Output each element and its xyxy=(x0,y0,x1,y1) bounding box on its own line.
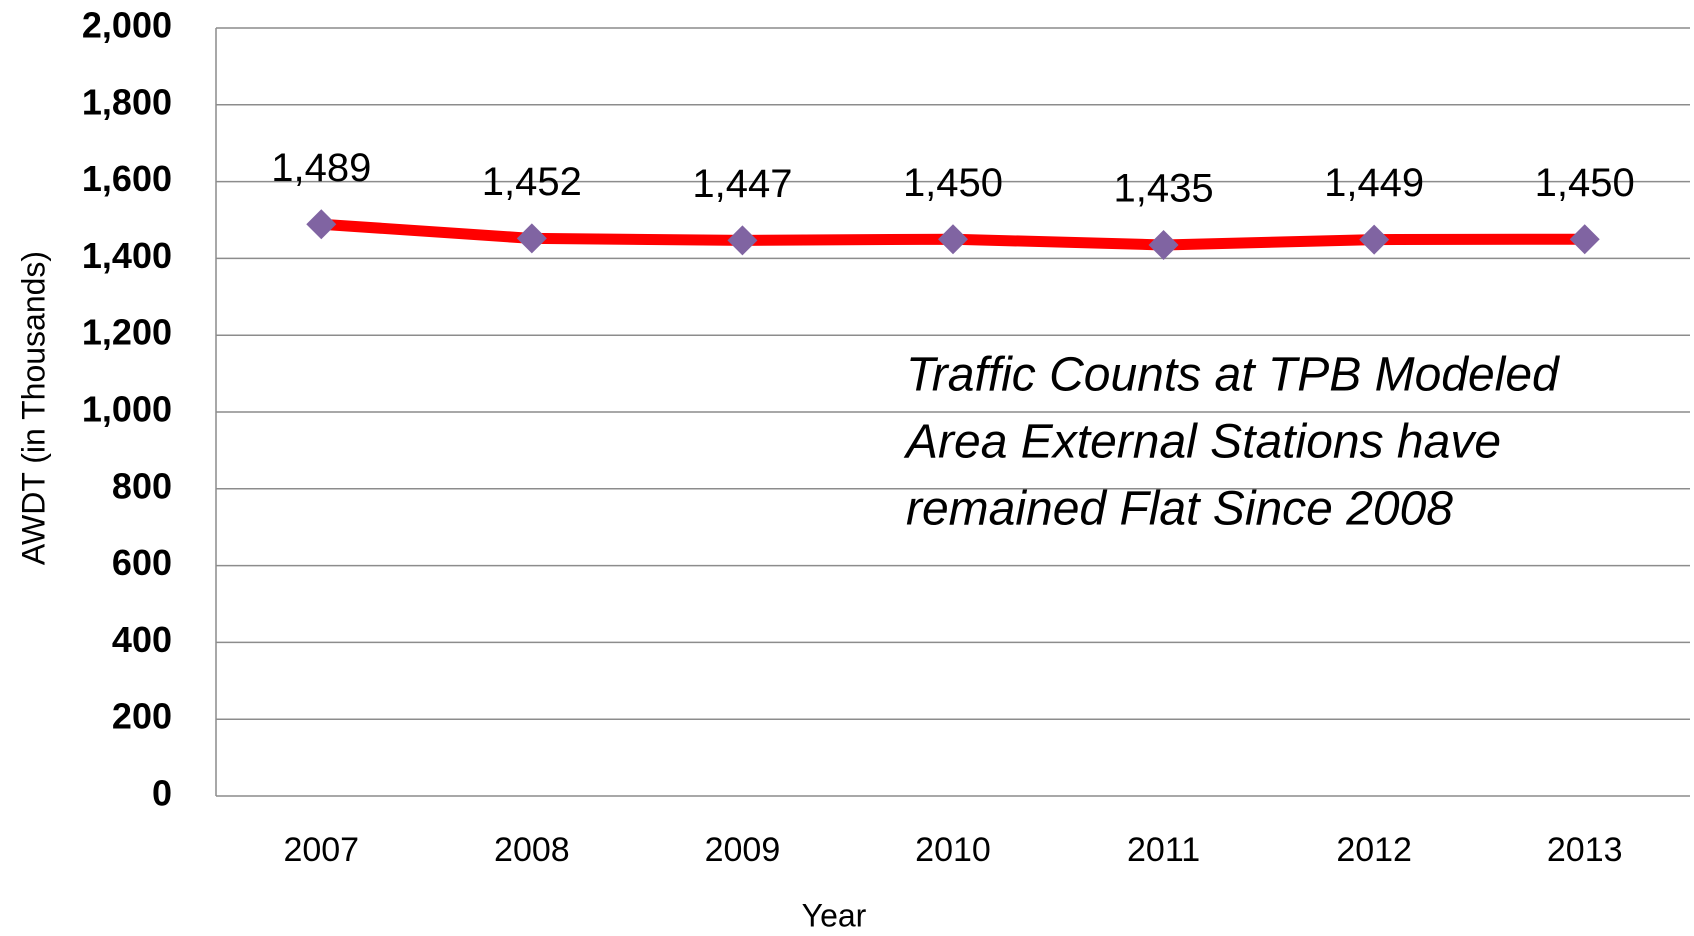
x-tick-label: 2009 xyxy=(705,831,781,869)
x-tick-label: 2010 xyxy=(915,831,991,869)
annotation: Area External Stations have xyxy=(903,416,1501,469)
data-label: 1,489 xyxy=(271,146,371,190)
y-tick-label: 800 xyxy=(112,465,172,506)
marker xyxy=(1148,229,1179,260)
x-axis-title: Year xyxy=(802,897,867,933)
data-label: 1,447 xyxy=(692,162,792,206)
x-tick-label: 2007 xyxy=(283,831,359,869)
x-tick-label: 2012 xyxy=(1336,831,1412,869)
marker xyxy=(516,223,547,254)
y-tick-label: 200 xyxy=(112,696,172,737)
y-tick-label: 1,400 xyxy=(82,235,172,276)
annotation: Traffic Counts at TPB Modeled xyxy=(906,349,1560,402)
y-tick-label: 600 xyxy=(112,542,172,583)
marker xyxy=(1359,224,1390,255)
data-label: 1,450 xyxy=(903,161,1003,205)
y-tick-label: 1,600 xyxy=(82,158,172,199)
x-tick-label: 2008 xyxy=(494,831,570,869)
marker xyxy=(306,209,337,240)
y-tick-label: 0 xyxy=(152,773,172,814)
x-tick-label: 2011 xyxy=(1127,831,1200,869)
y-tick-label: 1,200 xyxy=(82,312,172,353)
x-tick-label: 2013 xyxy=(1547,831,1623,869)
data-label: 1,449 xyxy=(1324,161,1424,205)
y-tick-label: 1,800 xyxy=(82,81,172,122)
marker xyxy=(727,225,758,256)
data-label: 1,452 xyxy=(482,160,582,204)
data-label: 1,450 xyxy=(1535,161,1635,205)
y-tick-label: 400 xyxy=(112,619,172,660)
data-label: 1,435 xyxy=(1114,167,1214,211)
y-tick-label: 1,000 xyxy=(82,389,172,430)
marker xyxy=(1569,224,1600,255)
y-tick-label: 2,000 xyxy=(82,5,172,46)
annotation: remained Flat Since 2008 xyxy=(906,483,1453,536)
marker xyxy=(938,224,968,255)
y-axis-title: AWDT (in Thousands) xyxy=(15,251,51,565)
